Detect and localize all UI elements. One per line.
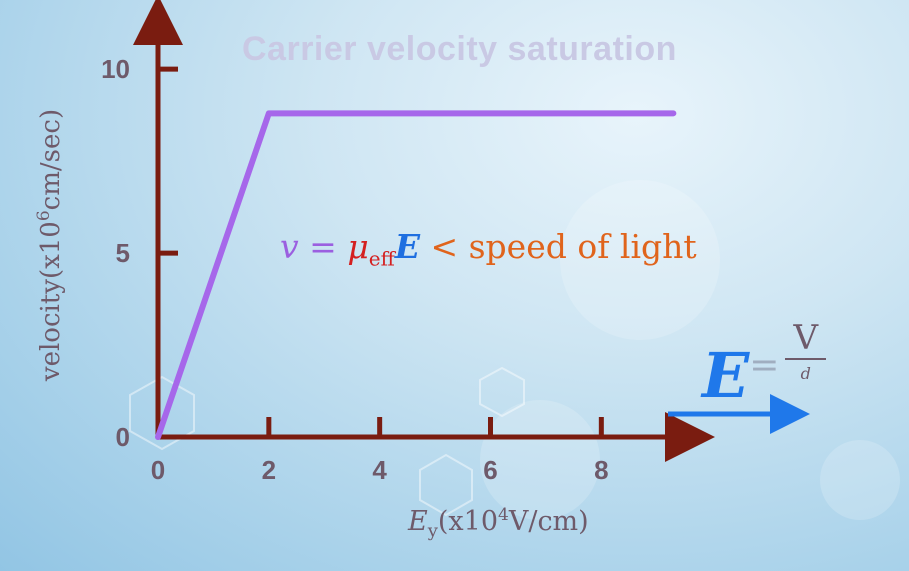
eq-E: E xyxy=(394,227,420,266)
bg-bubble xyxy=(560,180,720,340)
x-axis-label-exp: 4 xyxy=(498,505,509,525)
data-point xyxy=(156,435,160,439)
x-tick-label: 4 xyxy=(372,455,387,485)
y-axis-label-exp: 6 xyxy=(34,210,55,222)
bg-bubble xyxy=(820,440,900,520)
series xyxy=(155,110,677,440)
eq-v: v xyxy=(280,227,299,266)
field-equals: = xyxy=(749,345,780,386)
x-axis-label-unit-post: V/cm) xyxy=(508,506,589,537)
x-tick-label: 8 xyxy=(594,455,608,485)
velocity-line xyxy=(155,110,677,440)
data-point xyxy=(267,111,271,115)
velocity-equation: v = μeffE < speed of light xyxy=(280,227,697,271)
x-tick-label: 6 xyxy=(483,455,497,485)
x-axis-label: Ey(x104V/cm) xyxy=(408,505,589,541)
bg-bubble xyxy=(480,400,600,520)
eq-rest: < speed of light xyxy=(430,227,697,266)
x-tick-label: 0 xyxy=(151,455,165,485)
x-tick-label: 2 xyxy=(262,455,276,485)
y-tick-label: 0 xyxy=(116,422,130,452)
chart-title: Carrier velocity saturation xyxy=(242,30,677,68)
hexagon-decoration xyxy=(129,366,525,517)
data-point xyxy=(671,111,675,115)
eq-mu-sub: eff xyxy=(368,246,395,271)
y-tick-label: 10 xyxy=(101,54,130,84)
field-denominator: d xyxy=(800,364,811,383)
fraction-bar xyxy=(785,358,826,360)
x-axis-label-base: E xyxy=(408,506,428,537)
ticks: 0 2 4 6 8 0 5 10 xyxy=(101,54,608,485)
x-axis-label-unit-pre: (x10 xyxy=(437,506,499,537)
y-tick-label: 5 xyxy=(116,238,130,268)
x-axis-label-sub: y xyxy=(427,520,438,542)
field-numerator: V xyxy=(793,318,818,358)
y-axis-label: velocity(x106cm/sec) xyxy=(34,109,66,381)
eq-equals: = xyxy=(309,227,337,266)
y-axis-label-post: cm/sec) xyxy=(35,108,66,211)
eq-mu: μ xyxy=(347,227,369,266)
y-axis-label-pre: velocity(x10 xyxy=(35,221,66,382)
field-E: E xyxy=(702,339,750,412)
